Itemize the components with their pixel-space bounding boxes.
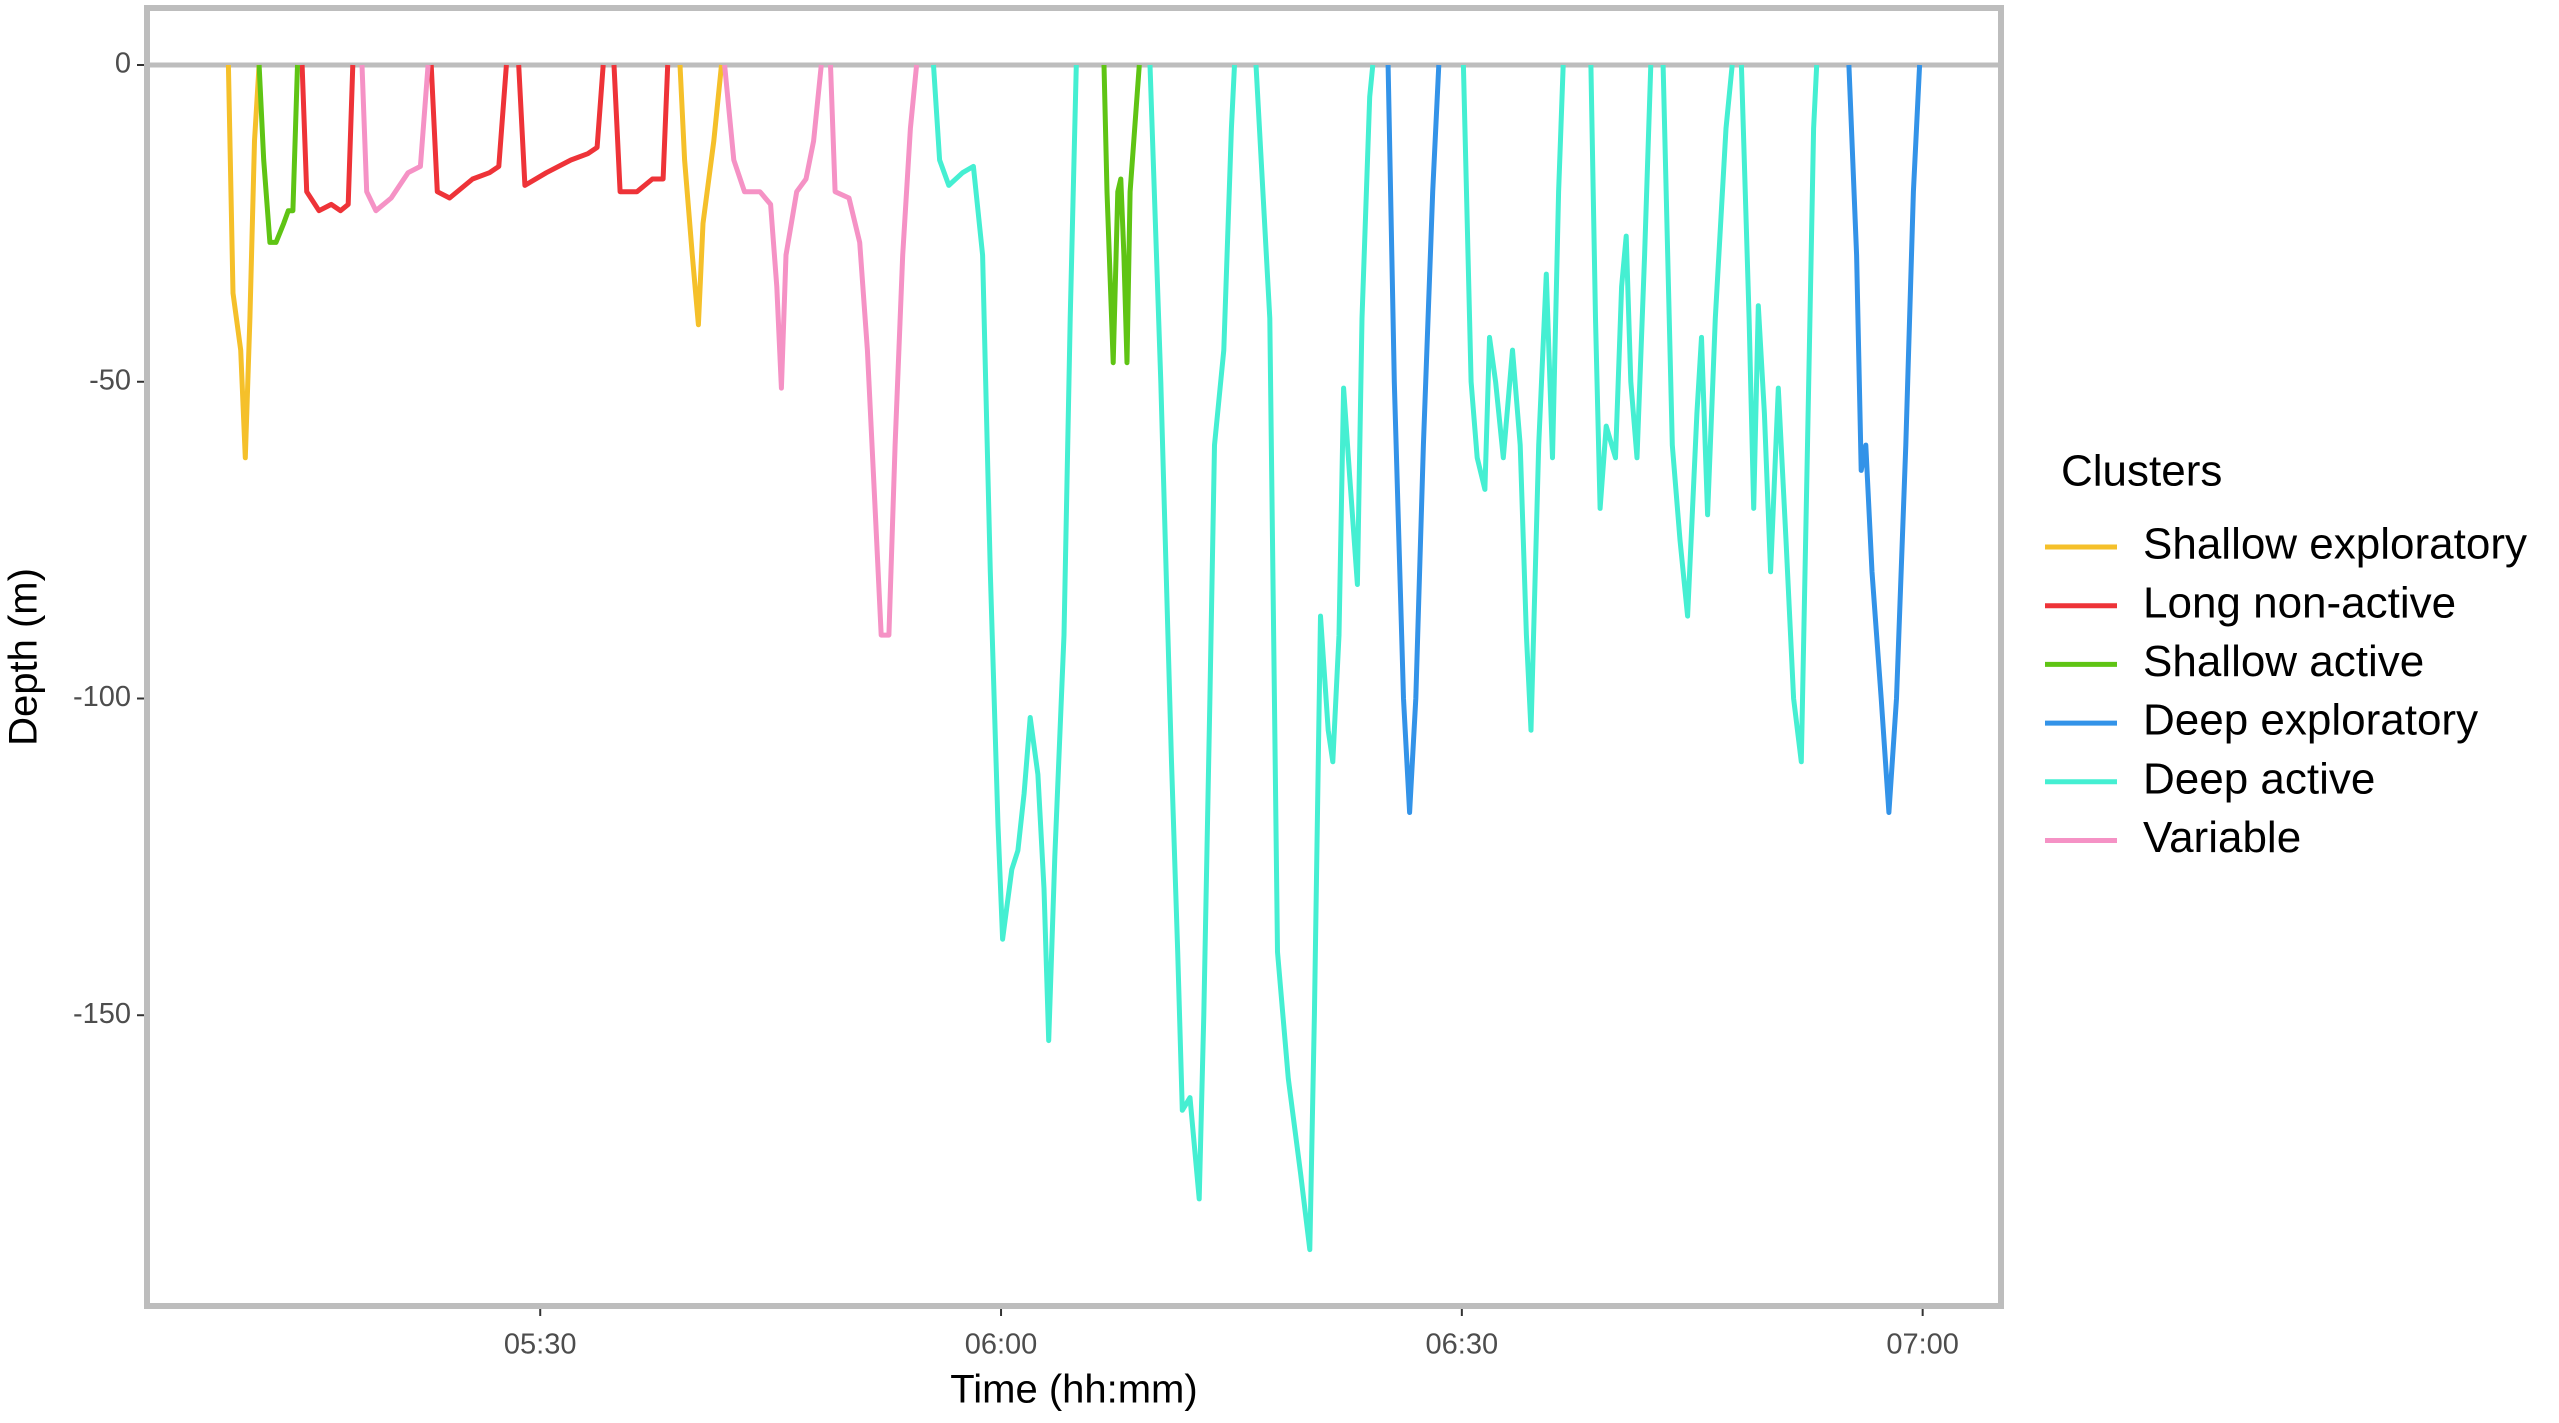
legend-title: Clusters: [2061, 447, 2222, 496]
x-tick-label: 06:30: [1426, 1329, 1499, 1361]
plot-border: [144, 5, 2004, 1309]
series-line: [256, 64, 1142, 366]
series-line: [359, 64, 920, 638]
legend-label: Shallow exploratory: [2143, 520, 2527, 569]
y-tick-label: -150: [73, 998, 131, 1030]
series-line: [299, 64, 671, 214]
series-line: [1385, 64, 1923, 815]
y-axis-title: Depth (m): [2, 568, 46, 746]
x-axis-title: Time (hh:mm): [950, 1368, 1197, 1412]
legend-label: Long non-active: [2143, 578, 2456, 627]
y-tick-label: -100: [73, 681, 131, 713]
legend-label: Deep active: [2143, 754, 2375, 803]
legend-label: Shallow active: [2143, 637, 2424, 686]
legend-label: Deep exploratory: [2143, 696, 2478, 745]
x-tick-label: 07:00: [1886, 1329, 1959, 1361]
y-tick-label: -50: [89, 364, 131, 396]
series-line: [931, 64, 1820, 1253]
y-tick-label: 0: [115, 48, 131, 80]
series-line: [225, 64, 724, 461]
x-tick-label: 06:00: [965, 1329, 1038, 1361]
x-tick-label: 05:30: [504, 1329, 577, 1361]
legend-label: Variable: [2143, 813, 2301, 862]
